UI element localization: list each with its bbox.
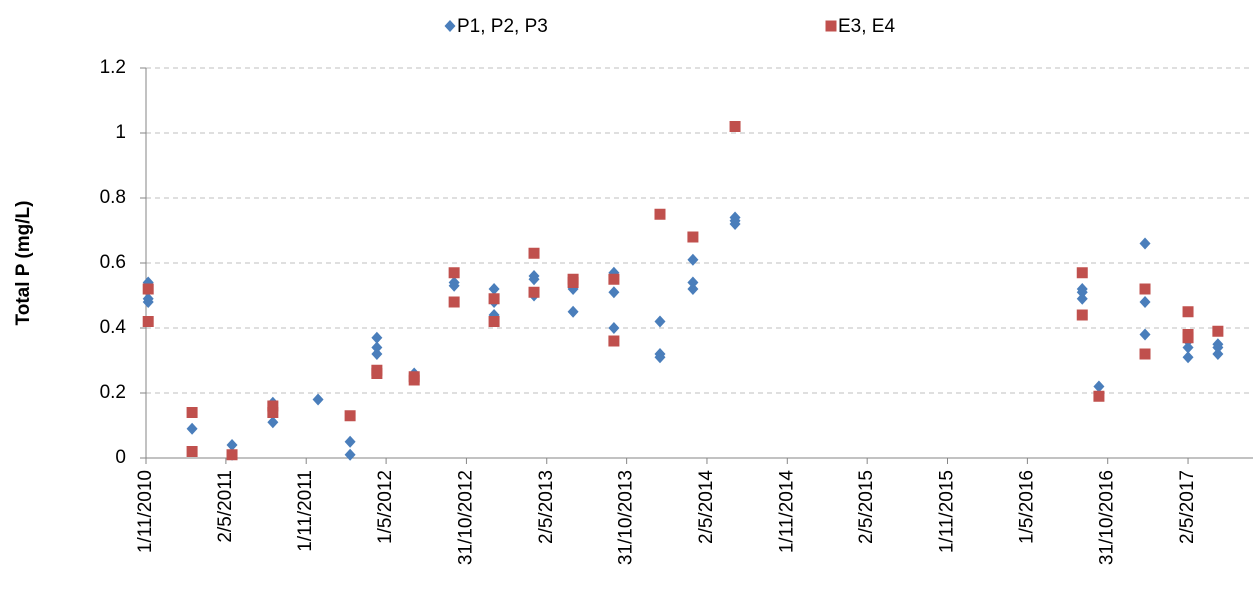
point — [1182, 351, 1194, 364]
point — [226, 449, 238, 461]
point — [608, 322, 620, 334]
point — [1139, 237, 1151, 250]
y-tick-label: 0.4 — [100, 317, 127, 338]
point — [488, 283, 500, 295]
legend-label: P1, P2, P3 — [457, 16, 548, 37]
point — [528, 286, 540, 298]
point — [344, 410, 356, 422]
point — [267, 400, 279, 412]
point — [567, 305, 579, 318]
x-tick-label: 1/5/2016 — [1016, 470, 1037, 544]
y-tick-label: 0.8 — [100, 187, 126, 208]
point — [608, 286, 620, 299]
x-tick-label: 1/11/2010 — [135, 470, 156, 553]
point — [371, 341, 383, 354]
point — [608, 335, 620, 347]
point — [488, 316, 500, 327]
point — [186, 422, 198, 435]
point — [654, 315, 666, 328]
point — [1093, 380, 1105, 393]
point — [226, 439, 238, 451]
point — [729, 218, 741, 230]
point — [1212, 341, 1224, 354]
point — [142, 296, 154, 308]
point — [528, 247, 540, 259]
point — [687, 276, 699, 289]
point — [488, 293, 500, 305]
y-axis-label: Total P (mg/L) — [13, 201, 34, 326]
x-tick-label: 1/11/2011 — [295, 470, 316, 552]
point — [1076, 309, 1088, 321]
point — [567, 277, 579, 288]
x-tick-label: 31/10/2016 — [1097, 470, 1118, 565]
point — [186, 446, 198, 457]
point — [371, 331, 383, 344]
point — [142, 316, 154, 327]
point — [1139, 296, 1151, 308]
point — [142, 283, 154, 295]
point — [608, 273, 620, 285]
x-tick-label: 1/11/2015 — [937, 470, 958, 553]
x-tick-label: 2/5/2014 — [696, 470, 717, 544]
point — [448, 296, 460, 308]
legend-marker — [825, 20, 837, 32]
point — [1182, 332, 1194, 344]
point — [654, 351, 666, 364]
x-tick-label: 1/11/2014 — [776, 470, 797, 554]
point — [1182, 341, 1194, 354]
point — [1212, 348, 1224, 360]
point — [267, 407, 279, 418]
point — [312, 393, 324, 406]
point — [687, 231, 699, 243]
x-tick-label: 2/5/2015 — [856, 470, 877, 544]
point — [186, 407, 198, 418]
point — [654, 208, 666, 220]
point — [344, 448, 356, 461]
x-tick-label: 2/5/2011 — [215, 470, 236, 543]
point — [1093, 390, 1105, 402]
point — [344, 435, 356, 448]
point — [1212, 325, 1224, 337]
point — [1182, 306, 1194, 318]
point — [1076, 292, 1088, 305]
y-tick-label: 1 — [115, 122, 126, 143]
point — [1139, 328, 1151, 341]
y-tick-label: 0.6 — [100, 252, 126, 273]
point — [1139, 283, 1151, 295]
x-tick-label: 2/5/2013 — [536, 470, 557, 544]
point — [1076, 267, 1088, 279]
x-tick-label: 31/10/2012 — [455, 470, 476, 565]
point — [408, 374, 420, 386]
point — [371, 348, 383, 360]
legend-label: E3, E4 — [838, 16, 895, 37]
point — [1139, 348, 1151, 360]
point — [371, 368, 383, 379]
x-tick-label: 1/5/2012 — [375, 470, 396, 544]
legend-marker — [444, 20, 456, 32]
point — [1076, 286, 1088, 299]
point — [528, 273, 540, 286]
point — [448, 267, 460, 279]
point — [687, 253, 699, 266]
point — [448, 279, 460, 292]
y-tick-label: 0 — [115, 447, 126, 468]
point — [687, 283, 699, 295]
x-tick-label: 31/10/2013 — [616, 470, 637, 565]
y-tick-label: 0.2 — [100, 382, 126, 403]
point — [729, 121, 741, 132]
x-tick-label: 2/5/2017 — [1177, 470, 1198, 544]
point — [267, 416, 279, 429]
y-tick-label: 1.2 — [100, 57, 126, 78]
